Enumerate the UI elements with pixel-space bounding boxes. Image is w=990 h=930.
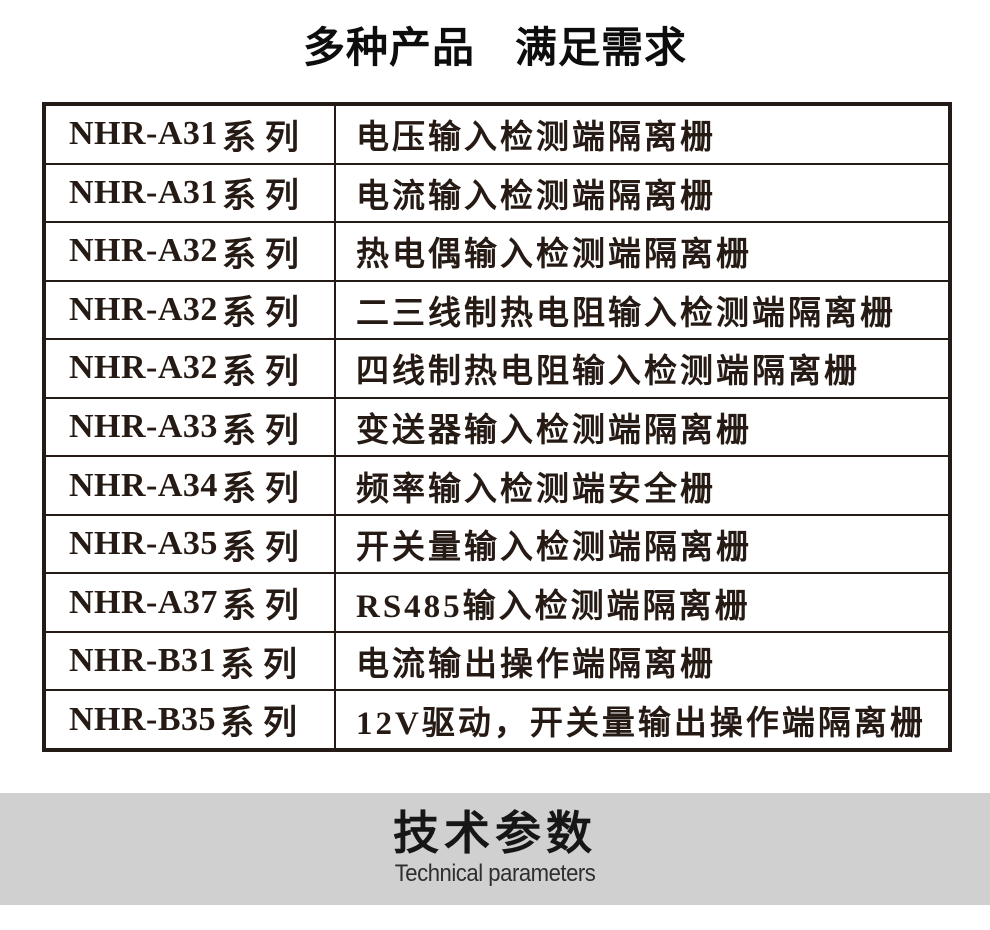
series-suffix: 系列 bbox=[221, 529, 308, 567]
series-suffix: 系列 bbox=[221, 588, 308, 626]
series-model: NHR-A37 bbox=[69, 583, 218, 621]
section-banner: 技术参数 Technical parameters bbox=[0, 793, 990, 905]
series-cell: NHR-A32 系列 bbox=[46, 281, 336, 339]
series-cell: NHR-B35 系列 bbox=[46, 691, 336, 749]
series-model: NHR-A31 bbox=[69, 173, 218, 211]
table-row: NHR-A31 系列 电流输入检测端隔离栅 bbox=[46, 162, 948, 222]
table-row: NHR-A31 系列 电压输入检测端隔离栅 bbox=[46, 106, 948, 163]
description-cell: 频率输入检测端安全栅 bbox=[356, 471, 716, 508]
table-row: NHR-A32 系列 四线制热电阻输入检测端隔离栅 bbox=[46, 338, 948, 397]
table-row: NHR-A32 系列 二三线制热电阻输入检测端隔离栅 bbox=[46, 279, 948, 339]
description-cell: RS485输入检测端隔离栅 bbox=[356, 588, 751, 625]
description-cell: 电流输出操作端隔离栅 bbox=[356, 647, 716, 684]
table-row: NHR-A33 系列 变送器输入检测端隔离栅 bbox=[46, 396, 948, 456]
series-model: NHR-A32 bbox=[69, 349, 218, 387]
series-suffix: 系列 bbox=[221, 412, 308, 450]
series-model: NHR-B31 bbox=[69, 642, 217, 680]
table-row: NHR-A32 系列 热电偶输入检测端隔离栅 bbox=[46, 221, 948, 280]
banner-subtitle: Technical parameters bbox=[394, 860, 596, 887]
series-cell: NHR-B31 系列 bbox=[46, 632, 336, 690]
description-cell: 电压输入检测端隔离栅 bbox=[356, 120, 716, 157]
series-model: NHR-A31 bbox=[69, 115, 218, 153]
table-row: NHR-A34 系列 频率输入检测端安全栅 bbox=[46, 455, 948, 514]
table-row: NHR-A35 系列 开关量输入检测端隔离栅 bbox=[46, 513, 948, 573]
series-suffix: 系列 bbox=[221, 119, 308, 157]
product-series-table: NHR-A31 系列 电压输入检测端隔离栅 NHR-A31 系列 电流输入检测端隔离… bbox=[42, 102, 952, 752]
description-cell: 12V驱动，开关量输出操作端隔离栅 bbox=[356, 705, 926, 742]
series-suffix: 系列 bbox=[221, 295, 308, 333]
description-cell: 电流输入检测端隔离栅 bbox=[356, 178, 716, 215]
table-row: NHR-B35 系列 12V驱动，开关量输出操作端隔离栅 bbox=[46, 689, 948, 749]
series-cell: NHR-A32 系列 bbox=[46, 223, 336, 280]
series-suffix: 系列 bbox=[220, 646, 307, 684]
series-cell: NHR-A34 系列 bbox=[46, 457, 336, 514]
series-model: NHR-A33 bbox=[69, 408, 218, 445]
series-model: NHR-A35 bbox=[69, 525, 218, 563]
series-model: NHR-A32 bbox=[69, 290, 218, 328]
series-model: NHR-A32 bbox=[69, 232, 218, 270]
series-cell: NHR-A33 系列 bbox=[46, 398, 336, 456]
series-suffix: 系列 bbox=[221, 353, 308, 391]
table-row: NHR-A37 系列 RS485输入检测端隔离栅 bbox=[46, 572, 948, 631]
page-title-part1: 多种产品 bbox=[302, 24, 475, 71]
series-suffix: 系列 bbox=[220, 705, 307, 743]
page-title: 多种产品 满足需求 bbox=[0, 24, 990, 72]
series-cell: NHR-A31 系列 bbox=[46, 164, 336, 222]
series-suffix: 系列 bbox=[221, 236, 308, 274]
description-cell: 四线制热电阻输入检测端隔离栅 bbox=[356, 354, 860, 391]
description-cell: 变送器输入检测端隔离栅 bbox=[356, 413, 752, 449]
banner-title: 技术参数 bbox=[393, 807, 597, 859]
series-model: NHR-A34 bbox=[69, 466, 218, 504]
series-cell: NHR-A31 系列 bbox=[46, 106, 336, 163]
page-title-part2: 满足需求 bbox=[515, 24, 688, 71]
description-cell: 开关量输入检测端隔离栅 bbox=[356, 530, 752, 567]
description-cell: 热电偶输入检测端隔离栅 bbox=[356, 237, 752, 274]
series-cell: NHR-A32 系列 bbox=[46, 340, 336, 397]
series-suffix: 系列 bbox=[221, 471, 308, 509]
series-model: NHR-B35 bbox=[69, 700, 217, 738]
table-row: NHR-B31 系列 电流输出操作端隔离栅 bbox=[46, 630, 948, 690]
series-suffix: 系列 bbox=[221, 178, 308, 216]
description-cell: 二三线制热电阻输入检测端隔离栅 bbox=[356, 295, 896, 332]
series-cell: NHR-A35 系列 bbox=[46, 515, 336, 573]
series-cell: NHR-A37 系列 bbox=[46, 574, 336, 631]
